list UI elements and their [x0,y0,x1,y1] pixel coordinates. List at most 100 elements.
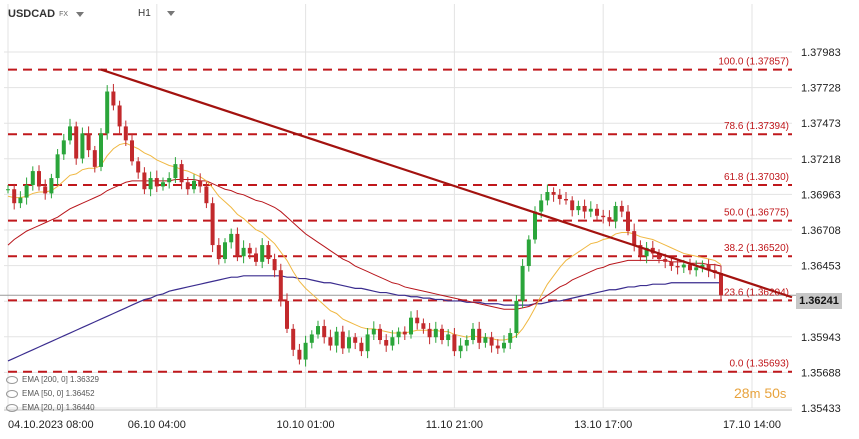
candle-body [30,171,35,186]
candle-body [198,180,203,187]
legend-ema200[interactable]: EMA [200, 0] 1.36329 [6,375,99,384]
candle [37,165,41,191]
candle [6,185,10,194]
eye-icon[interactable] [6,403,18,412]
candle-body [353,337,358,343]
symbol-name: USDCAD [8,8,56,20]
candle-body [402,331,407,335]
candle-body [396,331,401,338]
countdown-minutes-unit: m [749,386,761,401]
candle [378,324,382,345]
timeframe-selector[interactable]: H1 [138,8,175,19]
candle [632,223,637,252]
candle [247,243,252,260]
y-tick-label: 1.37473 [801,118,841,130]
candle [607,210,612,227]
candle-body [384,340,389,346]
candle-body [669,261,674,267]
candle-body [588,208,593,212]
candle-body [365,334,370,352]
candle-body [663,259,668,262]
candle [433,321,438,343]
symbol-selector[interactable]: USDCAD FX [8,8,85,20]
candle-body [12,189,17,204]
candle [266,240,271,264]
candle [427,322,432,345]
eye-icon[interactable] [6,389,18,398]
candle [316,320,320,339]
candle-body [105,91,110,134]
candle-body [24,185,29,198]
candle-body [502,342,506,349]
chevron-down-icon[interactable] [166,11,175,16]
candle-body [638,245,643,257]
y-tick-label: 1.37983 [801,47,841,59]
candle-body [55,154,60,179]
candle [384,334,389,352]
candle [557,188,562,205]
candle [309,330,314,349]
candle-body [49,178,54,194]
candle-body [86,133,91,151]
last-price-label: 1.36241 [796,293,842,309]
timeframe-label: H1 [138,8,151,19]
legend-label: EMA [200, 0] [22,375,68,384]
candle-body [607,217,612,222]
candle-body [539,200,544,212]
fib-level-label: 78.6 (1.37394) [724,121,789,132]
candle [92,145,97,173]
candle-body [43,186,48,194]
candle-body [123,126,128,141]
legend-value: 1.36329 [70,375,99,384]
candle-body [359,342,364,352]
candle-body [582,205,587,212]
candle [260,238,265,269]
legend-ema20[interactable]: EMA [20, 0] 1.36440 [6,403,95,412]
candle-body [347,337,351,349]
candle [601,209,606,224]
legend-label: EMA [20, 0] [22,403,64,412]
candle [675,258,680,275]
fib-level-label: 38.2 (1.36520) [724,243,789,254]
candle-body [545,192,550,201]
candle-body [533,211,537,240]
candle [68,118,72,145]
legend-ema50[interactable]: EMA [50, 0] 1.36452 [6,389,95,398]
candle-body [477,328,482,343]
candle-body [626,211,630,232]
candle [216,238,221,265]
candle-body [334,331,339,346]
chevron-down-icon[interactable] [76,11,85,17]
candle [514,295,519,338]
candle-body [526,239,531,267]
legend-label: EMA [50, 0] [22,389,64,398]
eye-icon[interactable] [6,375,18,384]
fib-level-label: 0.0 (1.35693) [730,359,790,370]
candle [520,259,525,308]
candle-body [68,126,72,141]
candle-body [235,233,240,257]
candle [415,310,420,330]
y-tick-label: 1.35943 [801,332,841,344]
candle [657,249,661,264]
candle [136,157,141,179]
candle-body [173,164,178,179]
candle-body [216,245,221,260]
candle [719,265,723,300]
ema200-line [7,275,721,362]
candle-body [409,317,413,335]
candle [588,201,593,218]
candle [322,319,327,344]
candle [359,337,364,357]
candle [458,338,463,359]
candle [198,173,203,193]
candle [167,172,172,189]
candle-body [223,242,227,260]
candle-body [719,272,723,296]
fib-level-label: 100.0 (1.37857) [718,57,789,68]
candle-body [694,267,699,271]
candle [353,333,358,350]
candle-body [117,105,122,127]
candle-body [632,231,637,246]
